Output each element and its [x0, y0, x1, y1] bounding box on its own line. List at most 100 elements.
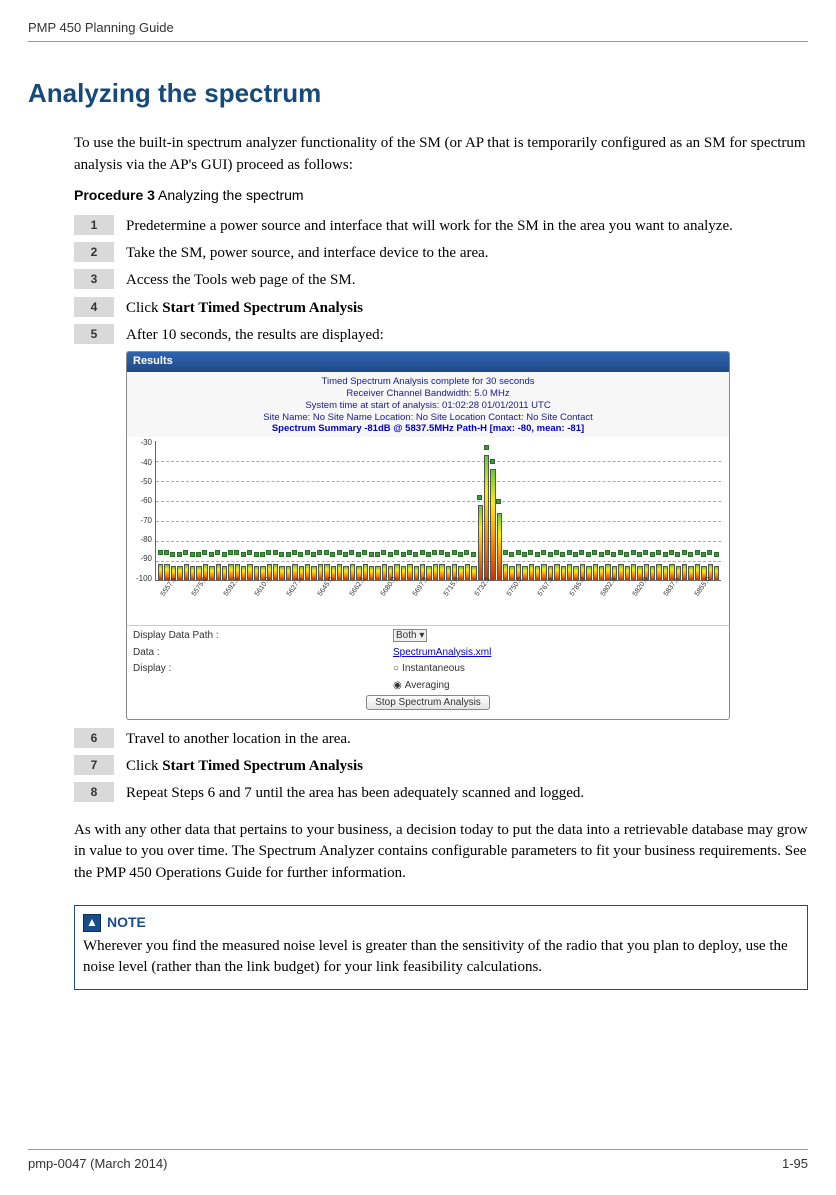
control-value: SpectrumAnalysis.xml	[393, 646, 491, 661]
header-line: Site Name: No Site Name Location: No Sit…	[133, 412, 723, 424]
step-text: Predetermine a power source and interfac…	[126, 215, 733, 236]
step-pre: Click	[126, 300, 162, 316]
bar-cap	[445, 552, 450, 557]
spectrum-bars	[156, 441, 721, 580]
footer-left: pmp-0047 (March 2014)	[28, 1156, 167, 1171]
bar-cap	[247, 550, 252, 555]
data-path-select[interactable]: Both ▾	[393, 629, 427, 642]
step-text: Click Start Timed Spectrum Analysis	[126, 297, 363, 318]
step-row: 1 Predetermine a power source and interf…	[74, 215, 808, 236]
bar-cap	[554, 550, 559, 555]
page-header: PMP 450 Planning Guide	[28, 20, 808, 42]
bar-cap	[695, 550, 700, 555]
spectrum-bar	[414, 566, 419, 580]
spectrum-bar	[158, 564, 163, 580]
spectrum-chart: -30-40-50-60-70-80-90-100	[155, 441, 721, 581]
y-tick-label: -50	[132, 476, 152, 488]
step-text: Travel to another location in the area.	[126, 728, 351, 749]
bar-cap	[663, 552, 668, 557]
bar-cap	[164, 550, 169, 555]
bar-cap	[388, 552, 393, 557]
step-number: 3	[74, 269, 114, 289]
step-number: 2	[74, 242, 114, 262]
step-row: 6 Travel to another location in the area…	[74, 728, 808, 749]
bar-cap	[611, 552, 616, 557]
bar-cap	[567, 550, 572, 555]
radio-averaging[interactable]: ◉	[393, 679, 402, 694]
control-row: Data : SpectrumAnalysis.xml	[133, 645, 723, 662]
bar-cap	[266, 550, 271, 555]
bar-cap	[324, 550, 329, 555]
stop-spectrum-button[interactable]: Stop Spectrum Analysis	[366, 695, 490, 710]
spectrum-bar	[484, 455, 489, 580]
bar-cap	[631, 550, 636, 555]
bar-cap	[650, 552, 655, 557]
note-icon: ▲	[83, 914, 101, 932]
intro-paragraph: To use the built-in spectrum analyzer fu…	[74, 133, 808, 177]
bar-cap	[599, 552, 604, 557]
bar-cap	[541, 550, 546, 555]
bar-cap	[158, 550, 163, 555]
y-tick-label: -40	[132, 457, 152, 469]
bar-cap	[375, 552, 380, 557]
bar-cap	[458, 552, 463, 557]
bar-cap	[190, 552, 195, 557]
data-link[interactable]: SpectrumAnalysis.xml	[393, 647, 491, 658]
steps-list: 1 Predetermine a power source and interf…	[74, 215, 808, 804]
bar-cap	[522, 552, 527, 557]
note-label: NOTE	[107, 912, 146, 932]
bar-cap	[426, 552, 431, 557]
bar-cap	[701, 552, 706, 557]
step-bold: Start Timed Spectrum Analysis	[162, 300, 363, 316]
procedure-label-rest: Analyzing the spectrum	[155, 187, 304, 203]
bar-cap	[432, 550, 437, 555]
bar-cap	[273, 550, 278, 555]
procedure-label-bold: Procedure 3	[74, 187, 155, 203]
bar-cap	[637, 552, 642, 557]
bar-cap	[560, 552, 565, 557]
spectrum-bar	[446, 566, 451, 580]
bar-cap	[394, 550, 399, 555]
step-row: 7 Click Start Timed Spectrum Analysis	[74, 755, 808, 776]
y-tick-label: -100	[132, 573, 152, 585]
step-number: 5	[74, 324, 114, 344]
note-box: ▲ NOTE Wherever you find the measured no…	[74, 905, 808, 990]
step-row: 3 Access the Tools web page of the SM.	[74, 269, 808, 290]
select-value: Both	[396, 630, 417, 641]
bar-cap	[643, 550, 648, 555]
bar-cap	[381, 550, 386, 555]
bar-cap	[349, 550, 354, 555]
bar-cap	[317, 550, 322, 555]
stop-button-row: Stop Spectrum Analysis	[133, 694, 723, 715]
header-line: Timed Spectrum Analysis complete for 30 …	[133, 376, 723, 388]
x-axis-labels: 5557.55575.05592.55610.05627.55645.05662…	[155, 583, 721, 619]
bar-cap	[343, 552, 348, 557]
step-text: Take the SM, power source, and interface…	[126, 242, 489, 263]
bar-cap	[286, 552, 291, 557]
bar-cap	[535, 552, 540, 557]
y-tick-label: -30	[132, 437, 152, 449]
spectrum-bar	[490, 469, 495, 580]
step-text: Repeat Steps 6 and 7 until the area has …	[126, 782, 584, 803]
bar-cap	[471, 552, 476, 557]
bar-cap	[586, 552, 591, 557]
step-number: 1	[74, 215, 114, 235]
spectrum-summary: Spectrum Summary -81dB @ 5837.5MHz Path-…	[133, 423, 723, 435]
step-number: 8	[74, 782, 114, 802]
bar-cap	[714, 552, 719, 557]
step-pre: Click	[126, 758, 162, 774]
bar-cap	[362, 550, 367, 555]
radio-instantaneous[interactable]: ○	[393, 662, 399, 677]
bar-cap	[579, 550, 584, 555]
radio-label: Averaging	[405, 680, 450, 691]
bar-cap	[496, 499, 501, 504]
bar-cap	[241, 552, 246, 557]
step-number: 4	[74, 297, 114, 317]
bar-cap	[292, 550, 297, 555]
bar-cap	[260, 552, 265, 557]
step-text: Click Start Timed Spectrum Analysis	[126, 755, 363, 776]
step-row: 4 Click Start Timed Spectrum Analysis	[74, 297, 808, 318]
bar-cap	[311, 552, 316, 557]
procedure-title: Procedure 3 Analyzing the spectrum	[74, 185, 808, 205]
bar-cap	[215, 550, 220, 555]
